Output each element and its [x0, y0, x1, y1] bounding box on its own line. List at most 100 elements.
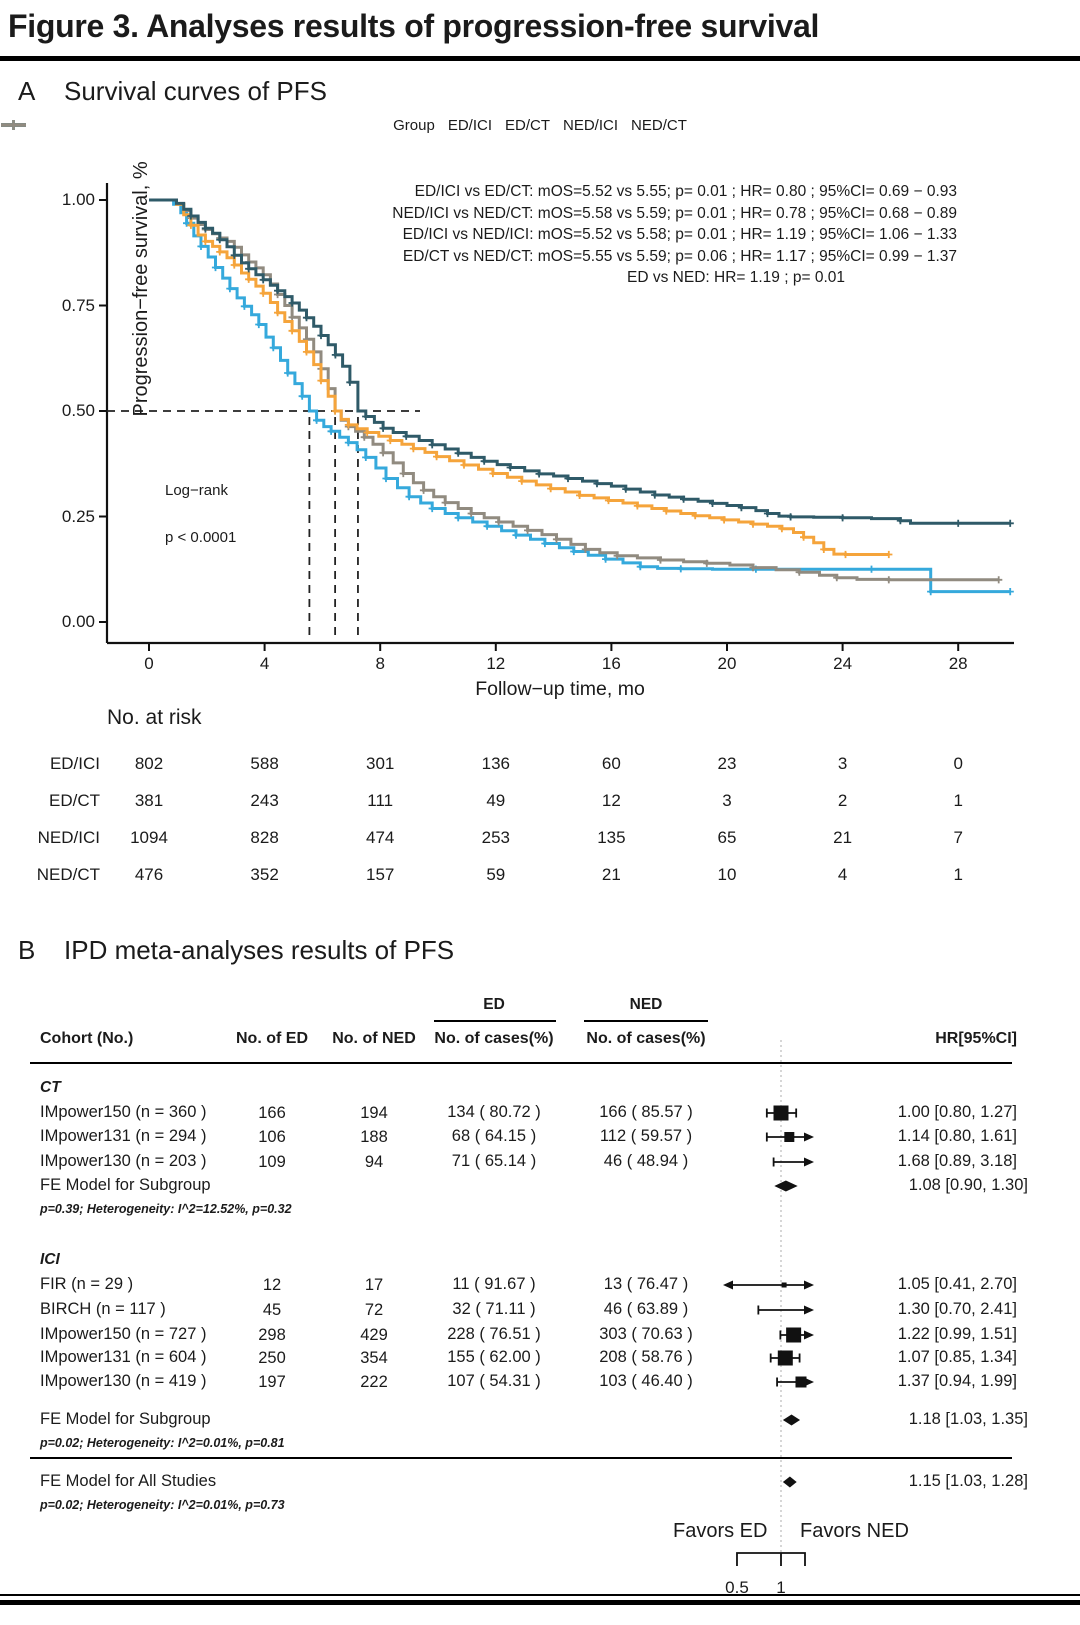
- panel-b-label: B: [18, 935, 36, 965]
- legend-title: Group: [393, 117, 435, 134]
- risk-count: 301: [366, 754, 395, 773]
- forest-n-ned: 429: [360, 1326, 388, 1344]
- risk-count: 10: [717, 865, 737, 884]
- ed-header-underline: [434, 1020, 556, 1022]
- forest-cohort-label: IMpower131 (n = 604 ): [40, 1348, 207, 1366]
- column-header-ed-cases: No. of cases(%): [434, 1030, 554, 1047]
- forest-fe-overall-hr: 1.15 [1.03, 1.28]: [908, 1472, 1028, 1490]
- panel-a-label: A: [18, 76, 36, 106]
- risk-count: 7: [953, 828, 963, 847]
- forest-diamond: [782, 1414, 801, 1426]
- subgroup-overall-divider: [30, 1457, 1012, 1459]
- risk-count: 0: [953, 754, 963, 773]
- forest-diamond: [774, 1180, 798, 1192]
- risk-count: 828: [250, 828, 279, 847]
- risk-count: 59: [486, 865, 506, 884]
- legend-item-label: NED/CT: [631, 117, 687, 134]
- risk-count: 802: [134, 754, 164, 773]
- forest-axis-tick-label: 1: [776, 1578, 786, 1597]
- forest-heterogeneity-note: p=0.02; Heterogeneity: I^2=0.01%, p=0.81: [40, 1436, 285, 1450]
- y-tick-label: 0.75: [61, 295, 95, 315]
- risk-count: 49: [486, 791, 506, 810]
- figure-title: Figure 3. Analyses results of progressio…: [8, 8, 820, 44]
- x-tick-label: 16: [601, 654, 621, 673]
- risk-count: 21: [833, 828, 853, 847]
- legend-item-ned-ici: NED/ICI: [1, 117, 618, 134]
- km-censor-marks-ed-ct: [183, 219, 1014, 596]
- forest-ned-cases: 303 ( 70.63 ): [599, 1325, 693, 1343]
- risk-count: 1: [953, 865, 963, 884]
- forest-ed-cases: 68 ( 64.15 ): [451, 1127, 537, 1145]
- forest-axis-tick-label: 0.5: [725, 1578, 749, 1597]
- forest-ed-cases: 32 ( 71.11 ): [452, 1300, 536, 1318]
- km-annotation-line: ED vs NED: HR= 1.19 ; p= 0.01: [627, 269, 845, 286]
- x-tick-label: 28: [948, 654, 968, 673]
- x-tick-label: 4: [259, 654, 270, 673]
- forest-arrow-right: [804, 1280, 814, 1290]
- x-tick-label: 24: [833, 654, 853, 673]
- risk-count: 3: [722, 791, 732, 810]
- km-censor-marks-ed-ici: [187, 221, 893, 559]
- forest-subgroup-label: CT: [40, 1079, 61, 1096]
- risk-count: 111: [367, 791, 394, 810]
- forest-hr-text: 1.07 [0.85, 1.34]: [897, 1348, 1017, 1366]
- risk-table-title: No. at risk: [107, 706, 202, 729]
- forest-fe-subgroup-label: FE Model for Subgroup: [40, 1410, 211, 1428]
- risk-count: 136: [481, 754, 510, 773]
- forest-point-estimate: [777, 1350, 793, 1366]
- risk-row-group-label: ED/ICI: [49, 754, 100, 773]
- forest-cohort-label: IMpower131 (n = 294 ): [40, 1127, 207, 1145]
- x-tick-label: 0: [144, 654, 154, 673]
- forest-ned-cases: 112 ( 59.57 ): [599, 1127, 693, 1145]
- y-tick-label: 0.00: [61, 612, 95, 631]
- forest-fe-subgroup-label: FE Model for Subgroup: [40, 1176, 211, 1194]
- risk-count: 474: [366, 828, 395, 847]
- x-tick-label: 12: [486, 654, 506, 673]
- forest-n-ed: 298: [258, 1326, 286, 1344]
- column-header-cohort: Cohort (No.): [40, 1030, 134, 1047]
- forest-ned-cases: 208 ( 58.76 ): [599, 1348, 693, 1366]
- legend-item-ed-ici: ED/ICI: [1, 117, 492, 134]
- y-tick-label: 0.50: [61, 401, 95, 420]
- risk-count: 65: [717, 828, 737, 847]
- forest-n-ned: 17: [364, 1276, 384, 1294]
- forest-arrow-left: [723, 1280, 733, 1290]
- forest-arrow-right: [804, 1305, 814, 1315]
- risk-count: 23: [717, 754, 737, 773]
- km-annotation-line: ED/ICI vs ED/CT: mOS=5.52 vs 5.55; p= 0.…: [414, 183, 957, 200]
- risk-count: 12: [601, 791, 621, 810]
- column-header-ned-group: NED: [629, 996, 663, 1013]
- forest-heterogeneity-note: p=0.39; Heterogeneity: I^2=12.52%, p=0.3…: [40, 1202, 292, 1216]
- ned-header-underline: [584, 1020, 708, 1022]
- forest-point-estimate: [786, 1327, 802, 1343]
- forest-n-ned: 188: [360, 1128, 388, 1146]
- column-header-hr: HR[95%CI]: [935, 1030, 1017, 1047]
- bottom-rule-thin: [0, 1594, 1080, 1596]
- bottom-rule-thick: [0, 1600, 1080, 1605]
- forest-n-ed: 166: [258, 1104, 286, 1122]
- forest-n-ned: 194: [360, 1104, 388, 1122]
- risk-count: 588: [250, 754, 279, 773]
- km-legend: Group ED/ICI ED/CT NED/ICI NED/CT: [0, 117, 1080, 134]
- forest-ed-cases: 71 ( 65.14 ): [451, 1152, 537, 1170]
- table-header-rule: [30, 1062, 1012, 1064]
- forest-point-estimate: [781, 1282, 787, 1288]
- km-censor-marks-ned-ici: [187, 212, 1014, 527]
- forest-cohort-label: BIRCH (n = 117 ): [40, 1300, 166, 1318]
- forest-cohort-label: IMpower130 (n = 203 ): [40, 1152, 207, 1170]
- forest-ed-cases: 228 ( 76.51 ): [447, 1325, 541, 1343]
- x-tick-label: 8: [375, 654, 385, 673]
- forest-arrow-right: [804, 1377, 814, 1387]
- forest-ned-cases: 46 ( 63.89 ): [603, 1300, 689, 1318]
- forest-hr-text: 1.30 [0.70, 2.41]: [897, 1300, 1017, 1318]
- forest-hr-text: 1.37 [0.94, 1.99]: [897, 1372, 1017, 1390]
- forest-ed-cases: 11 ( 91.67 ): [452, 1275, 536, 1293]
- risk-row-group-label: NED/CT: [36, 865, 100, 884]
- risk-count: 135: [597, 828, 626, 847]
- forest-ed-cases: 107 ( 54.31 ): [447, 1372, 541, 1390]
- column-header-ed-group: ED: [483, 996, 505, 1013]
- km-annotation-line: ED/ICI vs NED/ICI: mOS=5.52 vs 5.58; p= …: [402, 226, 957, 243]
- risk-count: 1094: [130, 828, 168, 847]
